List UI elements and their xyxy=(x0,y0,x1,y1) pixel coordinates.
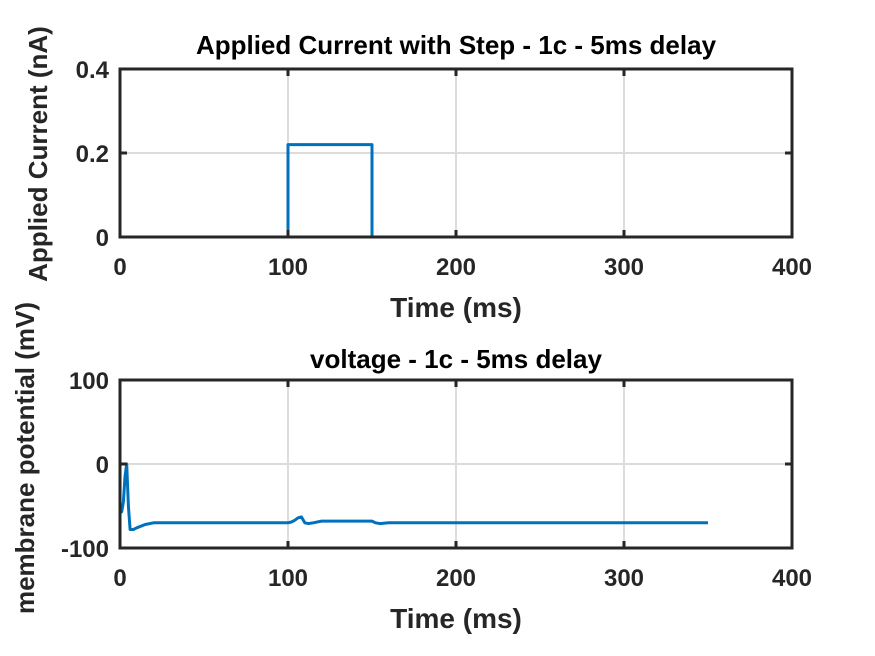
applied-current-y-tick-label: 0.2 xyxy=(76,141,109,168)
voltage-x-ticks: 0 100 200 300 400 xyxy=(113,380,812,592)
applied-current-x-tick-label: 200 xyxy=(436,254,476,281)
applied-current-y-tick-label: 0 xyxy=(96,225,109,252)
voltage-y-ticks: -100 0 100 xyxy=(61,368,792,563)
applied-current-x-tick-label: 0 xyxy=(113,254,126,281)
voltage-series-line xyxy=(119,462,708,531)
voltage-x-tick-label: 100 xyxy=(268,565,308,592)
voltage-chart: voltage - 1c - 5ms delay 0 100 200 300 400 -… xyxy=(10,302,812,634)
voltage-y-tick-label: 0 xyxy=(96,452,109,479)
voltage-x-tick-label: 400 xyxy=(772,565,812,592)
voltage-x-tick-label: 300 xyxy=(604,565,644,592)
voltage-title: voltage - 1c - 5ms delay xyxy=(310,344,602,374)
applied-current-x-axis-label: Time (ms) xyxy=(390,292,522,323)
applied-current-x-ticks: 0 100 200 300 400 xyxy=(113,69,812,281)
voltage-x-tick-label: 200 xyxy=(436,565,476,592)
voltage-x-axis-label: Time (ms) xyxy=(390,603,522,634)
applied-current-x-tick-label: 400 xyxy=(772,254,812,281)
voltage-series xyxy=(119,462,708,531)
voltage-y-tick-label: 100 xyxy=(69,368,109,395)
applied-current-x-tick-label: 300 xyxy=(604,254,644,281)
applied-current-y-tick-label: 0.4 xyxy=(76,57,110,84)
voltage-y-axis-label: membrane potential (mV) xyxy=(10,302,40,614)
applied-current-x-tick-label: 100 xyxy=(268,254,308,281)
applied-current-y-axis-label: Applied Current (nA) xyxy=(23,26,53,282)
voltage-y-tick-label: -100 xyxy=(61,536,109,563)
voltage-x-tick-label: 0 xyxy=(113,565,126,592)
applied-current-y-ticks: 0 0.2 0.4 xyxy=(76,57,792,252)
applied-current-title: Applied Current with Step - 1c - 5ms del… xyxy=(196,30,717,60)
applied-current-chart: Applied Current with Step - 1c - 5ms del… xyxy=(23,26,812,323)
